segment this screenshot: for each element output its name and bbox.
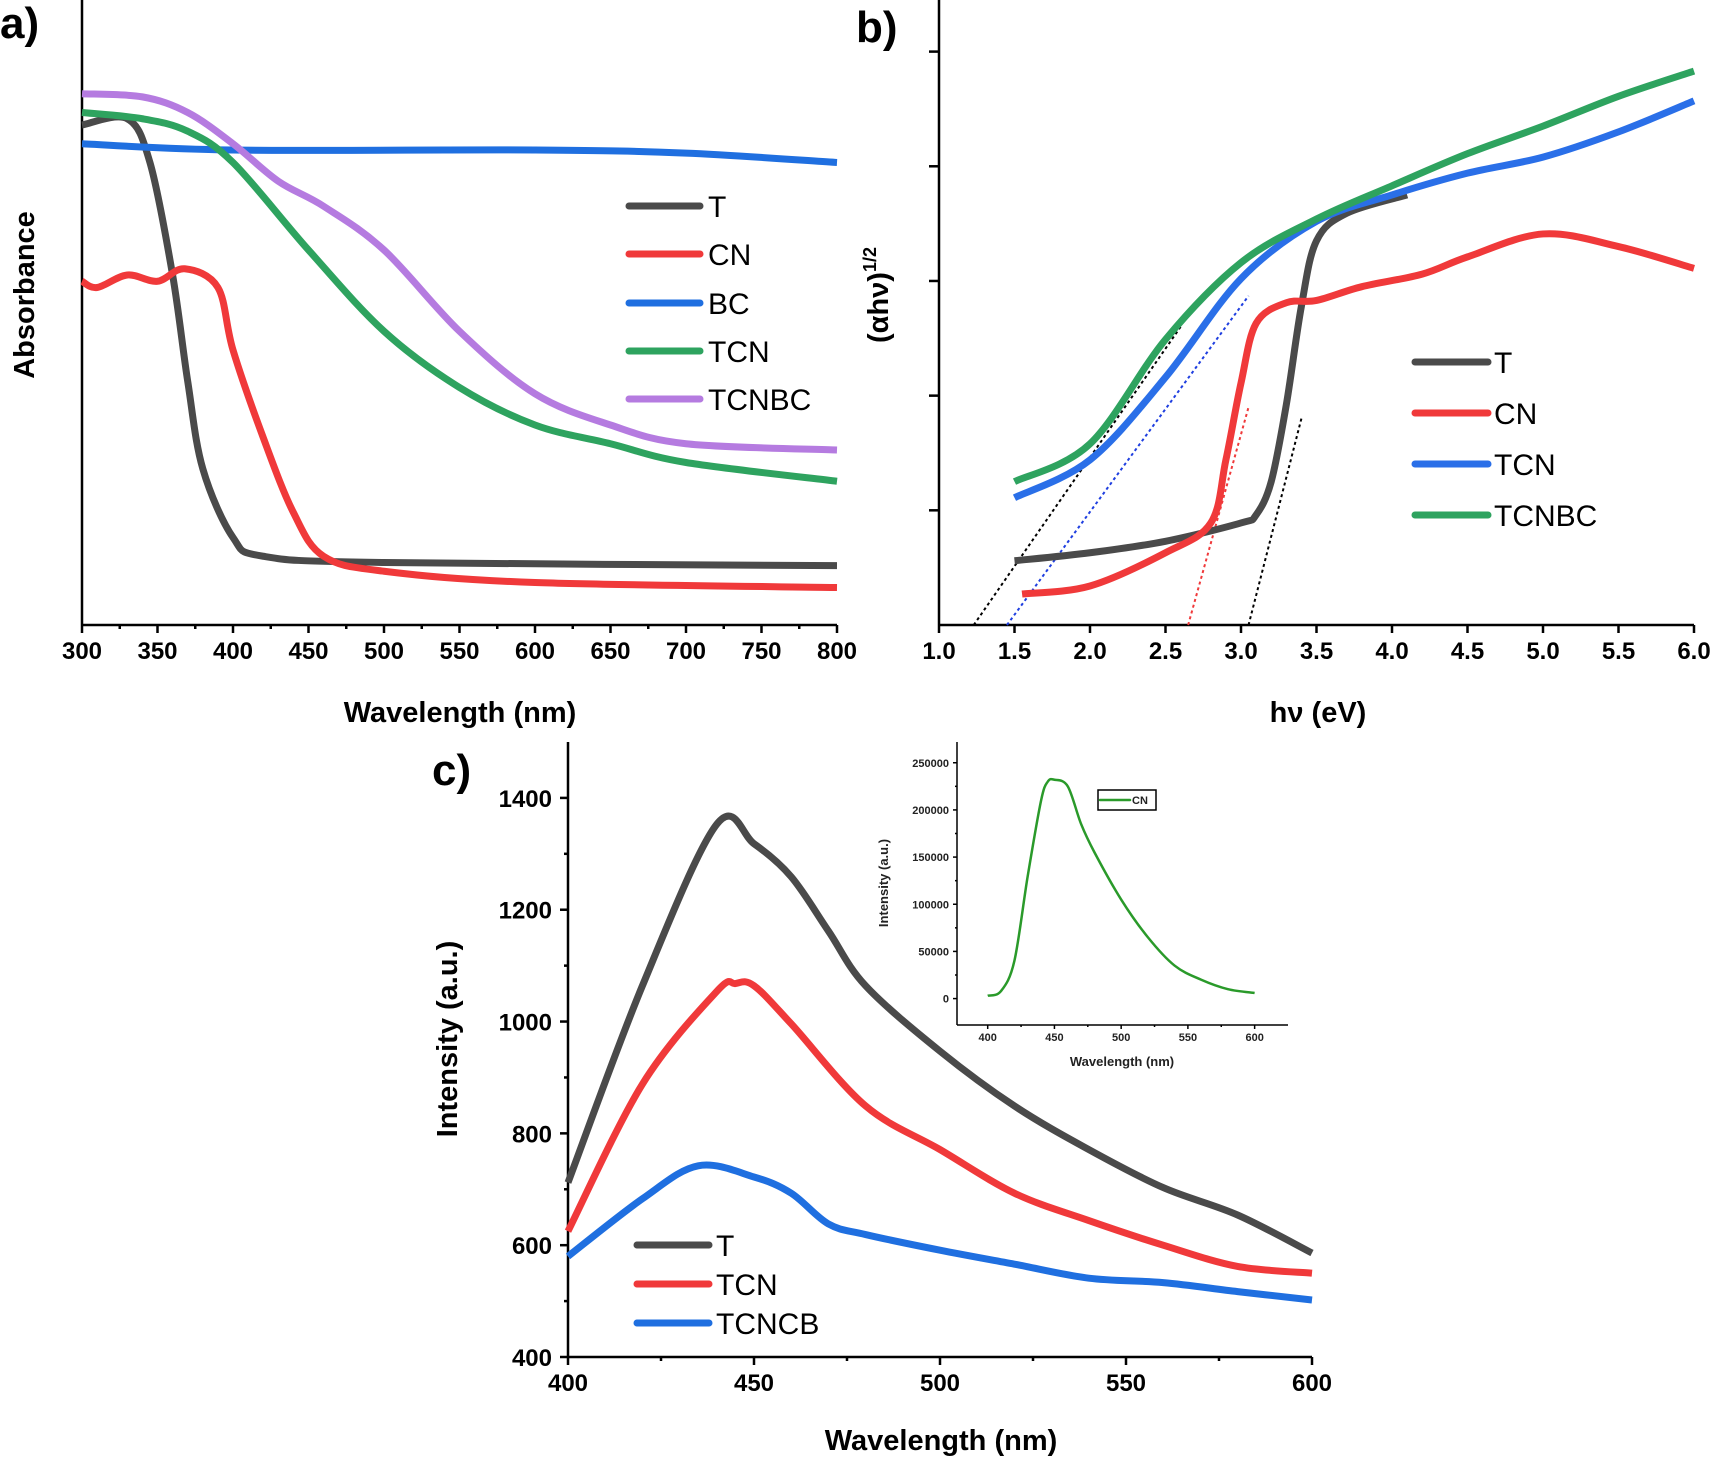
y-tick-label: 150000	[912, 852, 949, 864]
y-axis-label-superscript: 1/2	[860, 247, 880, 272]
x-tick-label: 450	[1045, 1032, 1063, 1044]
series-line-tcncb	[565, 1161, 1313, 1304]
x-tick-label: 2.0	[1073, 638, 1106, 665]
y-tick-label: 1200	[499, 898, 552, 925]
x-tick-label: 400	[979, 1032, 997, 1044]
tangent-line	[972, 326, 1182, 626]
x-axis-label: Wavelength (nm)	[825, 1425, 1058, 1457]
series-line-t	[81, 113, 838, 570]
series-line-cn	[987, 777, 1255, 997]
x-tick-label: 350	[137, 638, 177, 665]
x-tick-label: 750	[741, 638, 781, 665]
legend-label: TCNBC	[708, 384, 811, 417]
x-tick-label: 600	[1245, 1032, 1263, 1044]
x-tick-label: 650	[590, 638, 630, 665]
legend: T TCN TCNCB	[633, 1230, 819, 1341]
legend-label: TCN	[1494, 449, 1556, 482]
series-line-cn	[80, 265, 838, 591]
x-tick-label: 450	[734, 1370, 774, 1397]
x-tick-label: 400	[213, 638, 253, 665]
y-axis-label: (αhν)1/2	[860, 247, 895, 343]
x-tick-label: 400	[548, 1370, 588, 1397]
x-tick-label: 4.0	[1375, 638, 1408, 665]
series-line-t	[564, 812, 1314, 1257]
x-tick-label: 3.0	[1224, 638, 1257, 665]
x-tick-label: 600	[1292, 1370, 1332, 1397]
x-axis-label: hν (eV)	[1270, 697, 1367, 729]
panel-label: c)	[432, 746, 471, 795]
y-tick-label: 1400	[499, 786, 552, 813]
x-tick-label: 1.0	[922, 638, 955, 665]
chart-panel-a: 300 350 400 450 500 550 600 650 700 750 800 Wavelen…	[0, 0, 857, 729]
legend-label: TCNBC	[1494, 500, 1597, 533]
legend-label: TCNCB	[716, 1308, 819, 1341]
legend-label: BC	[708, 288, 750, 321]
x-tick-label: 3.5	[1300, 638, 1333, 665]
legend-label: CN	[1132, 795, 1148, 807]
x-tick-label: 2.5	[1149, 638, 1182, 665]
y-axis-label: Absorbance	[9, 211, 41, 379]
legend-label: TCN	[716, 1269, 778, 1302]
x-tick-label: 300	[62, 638, 102, 665]
series-line-t	[1014, 191, 1409, 565]
y-tick-label: 0	[943, 994, 949, 1006]
x-tick-label: 800	[817, 638, 857, 665]
series-line-bc	[81, 140, 838, 166]
legend-label: T	[1494, 347, 1512, 380]
y-tick-label: 250000	[912, 758, 949, 770]
y-axis-label: Intensity (a.u.)	[432, 941, 464, 1138]
panel-label: a)	[0, 0, 39, 48]
legend-box	[1097, 789, 1157, 811]
tangent-line	[1006, 295, 1250, 626]
x-tick-label: 600	[515, 638, 555, 665]
y-tick-label: 400	[512, 1345, 552, 1372]
x-tick-label: 5.5	[1602, 638, 1635, 665]
y-tick-label: 100000	[912, 899, 949, 911]
y-axis-label: Intensity (a.u.)	[876, 839, 891, 927]
x-tick-label: 450	[288, 638, 328, 665]
legend: CN	[1097, 789, 1157, 811]
legend-label: T	[708, 191, 726, 224]
series-line-cn	[1021, 230, 1695, 598]
x-tick-label: 550	[439, 638, 479, 665]
x-tick-label: 500	[920, 1370, 960, 1397]
x-tick-label: 500	[1112, 1032, 1130, 1044]
x-tick-label: 5.0	[1526, 638, 1559, 665]
x-axis-label: Wavelength (nm)	[344, 697, 577, 729]
series-line-tcnbc	[81, 90, 838, 454]
x-tick-label: 4.5	[1451, 638, 1484, 665]
series-line-tcnbc	[1012, 67, 1696, 485]
x-tick-label: 700	[666, 638, 706, 665]
legend-label: CN	[1494, 398, 1537, 431]
x-tick-label: 550	[1179, 1032, 1197, 1044]
chart-panel-inset: 400 450 500 550 600 0 50000 100000 150000 200000 2…	[876, 742, 1288, 1069]
legend-label: CN	[708, 239, 751, 272]
legend-label: TCN	[708, 336, 770, 369]
x-tick-label: 1.5	[998, 638, 1031, 665]
y-tick-label: 1000	[499, 1010, 552, 1037]
legend-label: T	[716, 1230, 734, 1263]
tangent-line	[1187, 406, 1250, 626]
series-line-tcn	[81, 109, 838, 485]
panel-label: b)	[856, 3, 898, 52]
chart-panel-b: 1.0 1.5 2.0 2.5 3.0 3.5 4.0 4.5 5.0 5.5 6.0 hν (eV)…	[856, 0, 1711, 729]
x-tick-label: 6.0	[1677, 638, 1710, 665]
x-tick-label: 550	[1106, 1370, 1146, 1397]
series-line-tcn	[1012, 97, 1696, 501]
x-axis-label: Wavelength (nm)	[1070, 1054, 1174, 1069]
y-tick-label: 200000	[912, 805, 949, 817]
y-tick-label: 600	[512, 1233, 552, 1260]
y-tick-label: 800	[512, 1121, 552, 1148]
chart-panel-c: 400 450 500 550 600 400 600 800 1000 1200 1400 Wave…	[432, 742, 1332, 1457]
series-line-tcn	[564, 978, 1313, 1277]
y-tick-label: 50000	[918, 946, 949, 958]
x-tick-label: 500	[364, 638, 404, 665]
